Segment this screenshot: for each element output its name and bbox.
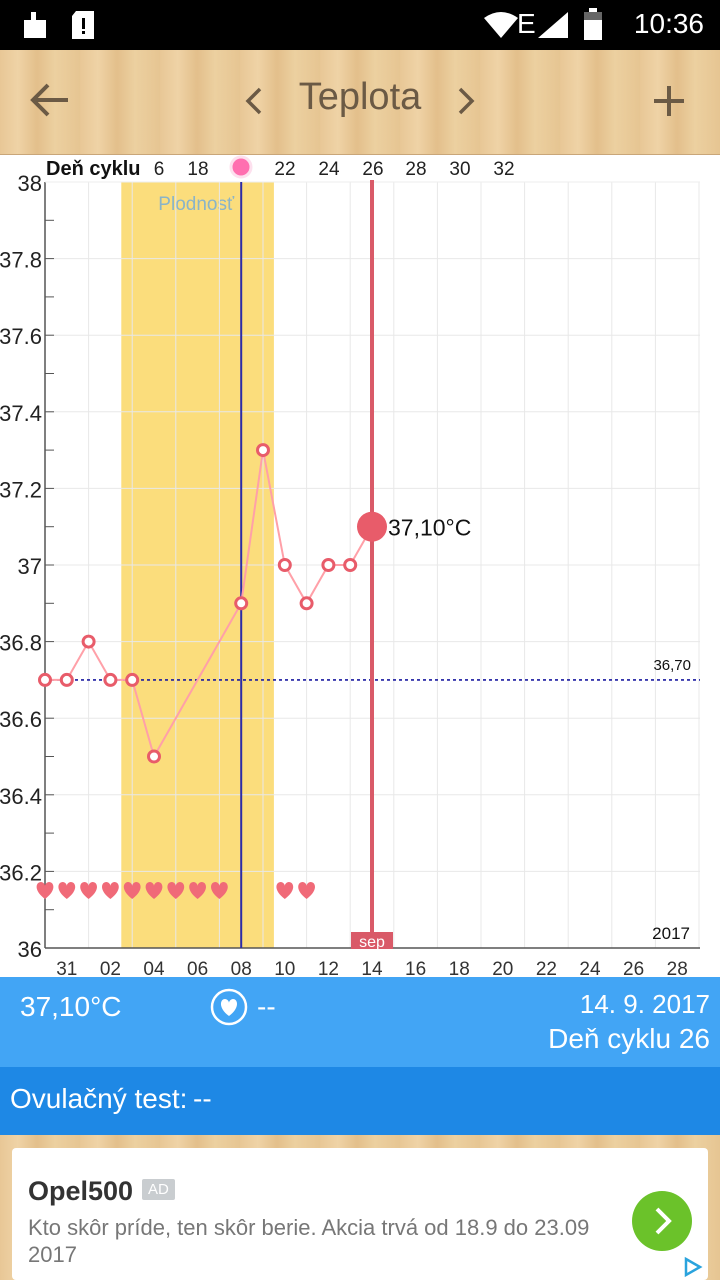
y-tick-label: 36.2 [0,860,42,885]
x-tick-label: 18 [449,959,470,977]
page-title: Teplota [298,76,422,118]
adchoices-icon[interactable] [682,1256,704,1278]
temperature-data-point [103,672,118,687]
x-tick-label: 20 [492,959,513,977]
month-label: sep [359,934,385,951]
temperature-data-point [321,558,336,572]
y-tick-label: 38 [18,171,42,196]
top-axis-tick-label: 26 [362,159,383,180]
temperature-data-point [234,596,249,611]
y-tick-label: 37.8 [0,248,42,273]
ovulation-test-value: -- [193,1083,212,1114]
heart-circle-icon[interactable] [210,988,248,1026]
y-tick-label: 37.4 [0,401,42,426]
x-tick-label: 31 [56,959,77,977]
x-tick-label: 02 [100,959,121,977]
selected-point-label: 37,10°C [388,515,471,541]
intercourse-heart-icon [298,882,315,899]
temperature-data-point [343,558,358,572]
x-tick-label: 28 [667,959,688,977]
x-tick-label: 10 [274,959,295,977]
notification-app-icon [24,12,46,38]
clock: 10:36 [633,8,704,39]
temperature-data-point [81,634,96,649]
top-axis-tick-label: 18 [187,159,208,180]
y-tick-label: 37 [18,554,42,579]
sd-card-icon [72,11,94,39]
y-tick-label: 36.4 [0,784,42,809]
intercourse-heart-icon [276,882,294,899]
y-tick-label: 36.6 [0,707,42,732]
x-tick-label: 24 [579,959,601,977]
x-tick-label: 12 [318,959,339,977]
temperature-chart[interactable]: Plodnosť 38 37.8 37.6 37.4 37.2 37 36.8 36.6 36.4… [0,155,720,977]
month-label-background [351,932,393,949]
x-tick-label: 14 [361,959,383,977]
ad-title[interactable]: Opel500 [28,1176,134,1206]
intercourse-heart-icon [145,882,163,899]
temperature-value: 37,10°C [20,991,122,1022]
intercourse-heart-icon [211,882,228,899]
ad-text: Kto skôr príde, ten skôr berie. Akcia tr… [28,1215,590,1267]
year-label: 2017 [652,924,690,943]
y-tick-label: 37.6 [0,324,42,349]
wifi-icon [484,12,518,38]
x-tick-label: 22 [536,959,557,977]
top-axis-label: Deň cyklu [46,158,140,180]
battery-icon [584,8,602,40]
y-tick-label: 36 [18,937,42,962]
intercourse-heart-icon [80,882,97,899]
x-tick-label: 16 [405,959,426,977]
cycle-day: Deň cyklu 26 [548,1023,710,1054]
temperature-data-point [125,672,140,687]
ad-badge: AD [142,1179,175,1200]
intercourse-heart-icon [102,882,119,899]
ad-banner[interactable]: Opel500 AD Kto skôr príde, ten skôr beri… [12,1148,708,1280]
ad-cta-chevron-right-icon[interactable] [631,1190,693,1252]
x-tick-label: 06 [187,959,208,977]
chevron-left-icon[interactable] [244,86,264,116]
temperature-data-point [256,443,270,458]
temperature-data-point [147,749,161,764]
plus-icon[interactable] [652,84,686,118]
x-tick-label: 04 [143,959,165,977]
ovulation-test-bar[interactable]: Ovulačný test: -- [0,1067,720,1135]
intercourse-heart-icon [123,882,141,899]
network-type: E [517,8,536,39]
intercourse-value: -- [257,991,276,1022]
temperature-data-point [299,596,314,611]
back-arrow-icon[interactable] [30,82,70,118]
temperature-data-point [59,672,74,687]
app-bar: Teplota [0,50,720,156]
chart-background [0,155,720,977]
intercourse-heart-icon [36,882,54,899]
top-axis-tick-label: 24 [318,159,340,180]
top-axis-tick-label: 32 [493,159,514,180]
intercourse-heart-icon [58,882,76,899]
selected-data-point [357,511,387,542]
top-axis-tick-label: 22 [274,159,295,180]
ovulation-test-label: Ovulačný test: [10,1083,188,1114]
baseline-label: 36,70 [653,657,691,674]
status-bar: E 10:36 [0,0,720,50]
x-tick-label: 08 [231,959,252,977]
selected-date: 14. 9. 2017 [579,989,710,1019]
fertile-window-label: Plodnosť [158,194,235,215]
chart-svg[interactable]: Plodnosť 38 37.8 37.6 37.4 37.2 37 36.8 36.6 36.4… [0,155,720,977]
intercourse-heart-icon [167,882,185,899]
top-axis-tick-label: 30 [449,159,470,180]
y-tick-label: 37.2 [0,477,42,502]
ad-container: Opel500 AD Kto skôr príde, ten skôr beri… [0,1135,720,1280]
top-axis-tick-label: 6 [154,159,165,180]
temperature-data-point [277,558,292,572]
ovulation-marker-dot [229,155,253,179]
day-info-bar[interactable]: 37,10°C -- 14. 9. 2017 Deň cyklu 26 [0,977,720,1067]
signal-icon [538,12,568,38]
top-axis-tick-label: 28 [405,159,426,180]
x-tick-label: 26 [623,959,644,977]
temperature-data-point [38,672,52,687]
chevron-right-icon[interactable] [456,86,476,116]
y-tick-label: 36.8 [0,631,42,656]
intercourse-heart-icon [189,882,206,899]
